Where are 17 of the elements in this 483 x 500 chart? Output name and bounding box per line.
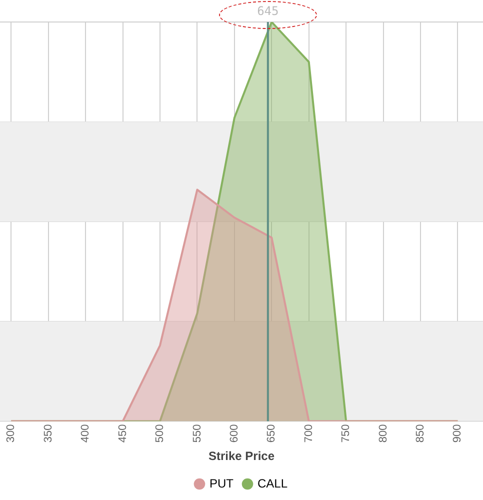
x-tick-label: 400 <box>80 424 92 443</box>
x-tick-label: 900 <box>452 424 464 443</box>
x-tick-label: 700 <box>302 424 315 443</box>
legend-label: CALL <box>257 476 288 490</box>
x-tick-label: 450 <box>116 424 129 443</box>
x-tick-label: 350 <box>42 424 54 443</box>
x-tick-label: 650 <box>266 424 278 443</box>
x-tick-label: 550 <box>191 424 204 443</box>
x-axis-title: Strike Price <box>208 449 275 464</box>
x-tick-label: 800 <box>377 424 390 443</box>
ref-line-label: 645 <box>257 4 279 18</box>
x-tick-label: 300 <box>5 424 18 443</box>
x-tick-label: 750 <box>340 424 352 443</box>
x-tick-label: 600 <box>228 424 240 443</box>
x-tick-label: 500 <box>154 424 166 443</box>
legend-label: PUT <box>209 476 234 490</box>
x-tick-label: 850 <box>414 424 427 443</box>
